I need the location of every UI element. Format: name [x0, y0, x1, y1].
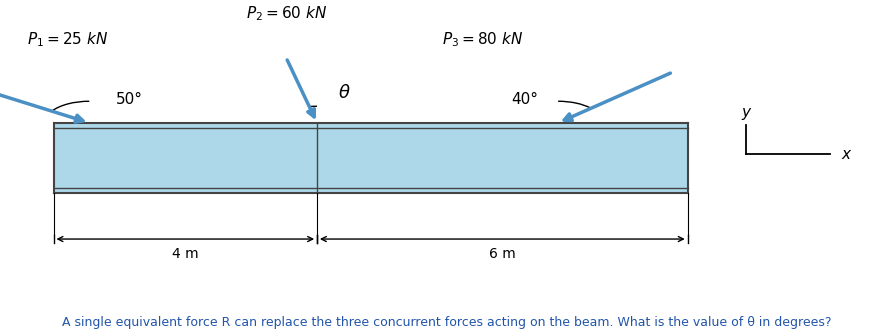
- Text: 6 m: 6 m: [489, 247, 515, 261]
- Text: y: y: [741, 105, 750, 120]
- Text: $P_3 = 80$ kN: $P_3 = 80$ kN: [442, 31, 523, 49]
- Text: $P_1 = 25$ kN: $P_1 = 25$ kN: [27, 31, 108, 49]
- Text: $P_2 = 60$ kN: $P_2 = 60$ kN: [246, 4, 327, 23]
- Text: x: x: [841, 147, 850, 162]
- Text: 50°: 50°: [116, 92, 143, 107]
- Text: A single equivalent force R can replace the three concurrent forces acting on th: A single equivalent force R can replace …: [62, 316, 831, 329]
- Text: 4 m: 4 m: [172, 247, 198, 261]
- Text: 40°: 40°: [512, 92, 538, 107]
- Bar: [54, 123, 688, 193]
- Text: θ: θ: [338, 84, 349, 102]
